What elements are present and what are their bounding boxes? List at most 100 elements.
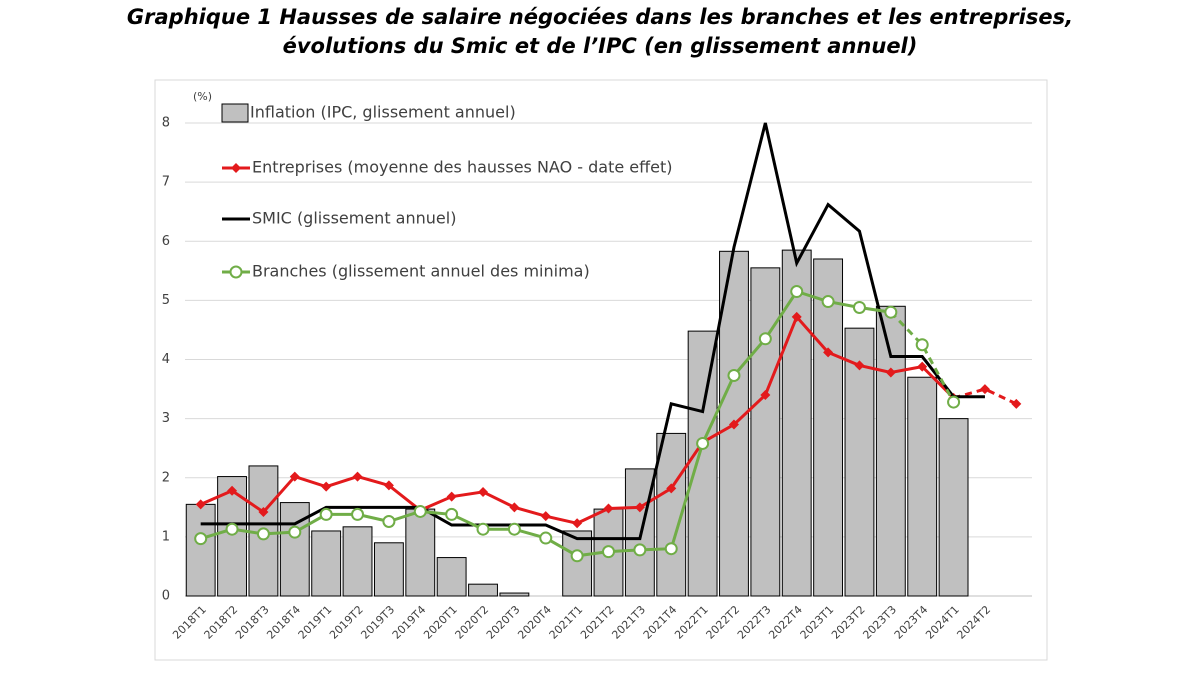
bar: [687, 330, 718, 597]
bar: [373, 542, 404, 597]
marker: [696, 436, 710, 450]
marker: [351, 507, 365, 521]
marker: [383, 480, 394, 491]
bar: [342, 526, 373, 597]
marker: [979, 384, 990, 395]
x-tick-label: 2020T1: [421, 603, 460, 642]
marker: [664, 542, 678, 556]
marker: [258, 507, 269, 518]
marker: [791, 311, 802, 322]
marker: [509, 502, 520, 513]
marker: [885, 367, 896, 378]
x-tick-label: 2019T4: [390, 603, 429, 642]
marker: [917, 361, 928, 372]
marker: [633, 543, 647, 557]
marker: [476, 522, 490, 536]
x-tick-label: 2024T2: [954, 603, 993, 642]
marker: [602, 545, 615, 559]
marker: [382, 515, 396, 529]
y-tick-label: 1: [162, 529, 170, 544]
x-tick-label: 2020T4: [515, 603, 554, 642]
marker: [445, 507, 459, 521]
marker: [256, 527, 270, 541]
x-tick-label: 2022T2: [704, 603, 743, 642]
bar: [185, 503, 216, 597]
bar: [750, 267, 781, 597]
bar: [405, 508, 436, 597]
marker: [507, 522, 521, 536]
x-tick-label: 2023T2: [829, 603, 868, 642]
x-tick-label: 2023T4: [892, 603, 931, 642]
marker: [823, 347, 834, 358]
x-tick-label: 2021T4: [641, 603, 680, 642]
marker: [603, 503, 614, 514]
legend-label: Entreprises (moyenne des hausses NAO - d…: [252, 158, 673, 177]
y-tick-label: 6: [162, 234, 170, 249]
legend-label: SMIC (glissement annuel): [252, 209, 456, 228]
y-tick-label: 2: [162, 470, 170, 485]
legend-swatch: [221, 103, 249, 123]
marker: [821, 295, 835, 309]
bar: [499, 592, 530, 597]
marker: [225, 522, 239, 536]
y-tick-label: 3: [162, 411, 170, 426]
bar: [781, 249, 812, 597]
bar: [311, 530, 342, 597]
line: [889, 311, 955, 403]
marker: [227, 485, 238, 496]
x-tick-label: 2018T1: [170, 603, 209, 642]
x-tick-label: 2023T1: [798, 603, 837, 642]
y-unit: (%): [193, 90, 212, 103]
marker: [790, 285, 804, 299]
x-tick-label: 2021T3: [609, 603, 648, 642]
legend-label: Branches (glissement annuel des minima): [252, 262, 590, 281]
legend-marker: [231, 163, 241, 173]
x-tick-label: 2018T3: [233, 603, 272, 642]
x-tick-label: 2023T3: [860, 603, 899, 642]
marker: [852, 300, 866, 314]
chart-frame: [154, 79, 1048, 661]
marker: [195, 499, 206, 510]
y-tick-label: 0: [162, 589, 170, 604]
marker: [446, 491, 457, 502]
x-tick-label: 2022T3: [735, 603, 774, 642]
legend-marker: [229, 265, 243, 279]
bar: [907, 376, 938, 597]
marker: [572, 518, 583, 529]
line: [200, 122, 985, 541]
marker: [478, 486, 489, 497]
bar: [562, 530, 593, 597]
marker: [915, 338, 929, 352]
marker: [727, 368, 741, 382]
x-tick-label: 2018T2: [202, 603, 241, 642]
marker: [352, 471, 363, 482]
x-tick-label: 2020T3: [484, 603, 523, 642]
chart-subtitle: évolutions du Smic et de l’IPC (en gliss…: [283, 34, 918, 58]
x-tick-label: 2021T2: [578, 603, 617, 642]
bar: [436, 557, 467, 597]
marker: [758, 332, 772, 346]
marker: [1011, 398, 1022, 409]
marker: [288, 525, 302, 539]
marker: [634, 502, 645, 513]
bar: [279, 502, 310, 597]
x-tick-label: 2022T1: [672, 603, 711, 642]
marker: [540, 511, 551, 522]
marker: [413, 504, 427, 518]
y-tick-label: 4: [162, 352, 170, 367]
y-tick-label: 5: [162, 293, 170, 308]
marker: [854, 360, 865, 371]
marker: [666, 483, 677, 494]
legend-label: Inflation (IPC, glissement annuel): [250, 103, 516, 122]
bar: [468, 583, 498, 597]
marker: [319, 507, 333, 521]
marker: [760, 389, 771, 400]
marker: [194, 532, 208, 546]
x-tick-label: 2018T4: [264, 603, 303, 642]
marker: [289, 471, 300, 482]
bar: [813, 258, 844, 597]
marker: [884, 305, 898, 319]
x-tick-label: 2019T2: [327, 603, 366, 642]
bar: [875, 305, 906, 597]
